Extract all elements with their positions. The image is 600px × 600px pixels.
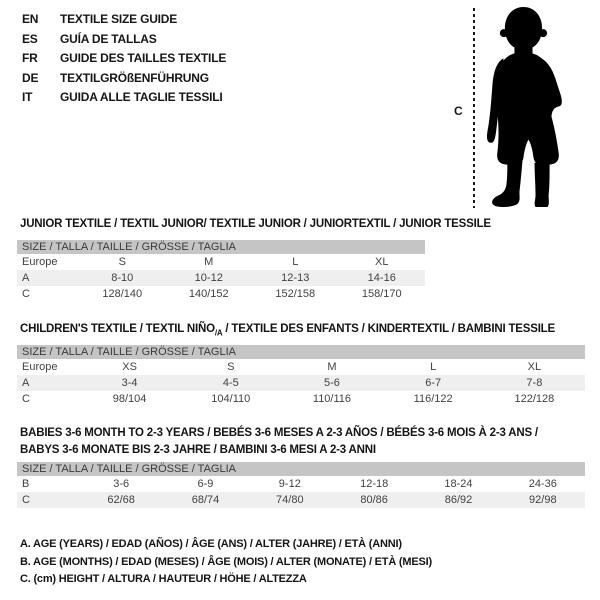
size-header-bar: SIZE / TALLA / TAILLE / GRÖSSE / TAGLIA bbox=[17, 240, 425, 254]
cell: 10-12 bbox=[165, 270, 252, 286]
cell: 140/152 bbox=[188, 288, 229, 300]
row-label: A bbox=[17, 270, 79, 286]
cell: 6-7 bbox=[382, 375, 484, 391]
children-title-post: / TEXTILE DES ENFANTS / KINDERTEXTIL / B… bbox=[222, 323, 555, 335]
lang-code: FR bbox=[22, 51, 38, 65]
cell: L bbox=[292, 256, 299, 268]
note-c: C. (cm) HEIGHT / ALTURA / HAUTEUR / HÖHE… bbox=[20, 573, 307, 585]
note-b: B. AGE (MONTHS) / EDAD (MESES) / ÂGE (MO… bbox=[20, 555, 432, 568]
babies-table-title: BABIES 3-6 MONTH TO 2-3 YEARS / BEBÉS 3-… bbox=[20, 425, 538, 459]
cell: M bbox=[327, 361, 337, 373]
lang-code: ES bbox=[22, 31, 38, 46]
cell: 7-8 bbox=[483, 375, 585, 391]
children-size-table: SIZE / TALLA / TAILLE / GRÖSSE / TAGLIA … bbox=[17, 345, 585, 407]
row-label: C bbox=[17, 492, 79, 508]
cell: 3-6 bbox=[113, 478, 130, 490]
row-label: A bbox=[17, 375, 79, 391]
height-measure-label: C bbox=[454, 104, 463, 118]
cell: 98/104 bbox=[112, 393, 147, 405]
lang-row-it: IT GUIDA ALLE TAGLIE TESSILI bbox=[22, 88, 226, 108]
cell: L bbox=[430, 361, 437, 373]
cell: 92/98 bbox=[500, 492, 585, 508]
row-label: Europe bbox=[22, 256, 58, 268]
cell: 9-12 bbox=[278, 478, 301, 490]
cell: 80/86 bbox=[331, 492, 417, 508]
cell: 8-10 bbox=[79, 270, 166, 286]
lang-row-fr: FR GUIDE DES TAILLES TEXTILE bbox=[22, 49, 226, 69]
cell: 18-24 bbox=[444, 478, 473, 490]
cell: XS bbox=[122, 361, 137, 373]
lang-code: IT bbox=[22, 90, 33, 104]
children-table-title: CHILDREN'S TEXTILE / TEXTIL NIÑO/A / TEX… bbox=[20, 321, 555, 341]
cell: 4-5 bbox=[180, 375, 282, 391]
cell: M bbox=[204, 256, 214, 268]
junior-table-title: JUNIOR TEXTILE / TEXTIL JUNIOR/ TEXTILE … bbox=[20, 218, 491, 230]
cell: 104/110 bbox=[211, 393, 251, 405]
cell: 14-16 bbox=[338, 270, 425, 286]
cell: 158/170 bbox=[361, 288, 402, 300]
cell: 86/92 bbox=[416, 492, 501, 508]
row-label: B bbox=[22, 478, 30, 490]
lang-title: GUÍA DE TALLAS bbox=[60, 31, 157, 46]
size-header-bar: SIZE / TALLA / TAILLE / GRÖSSE / TAGLIA bbox=[17, 345, 585, 359]
height-figure: C bbox=[440, 0, 600, 215]
cell: S bbox=[118, 256, 126, 268]
note-a: A. AGE (YEARS) / EDAD (AÑOS) / ÂGE (ANS)… bbox=[20, 538, 402, 550]
babies-title-line1: BABIES 3-6 MONTH TO 2-3 YEARS / BEBÉS 3-… bbox=[20, 427, 538, 439]
height-measure-line bbox=[473, 8, 475, 208]
legend-notes: A. AGE (YEARS) / EDAD (AÑOS) / ÂGE (ANS)… bbox=[20, 536, 432, 589]
cell: 6-9 bbox=[197, 478, 214, 490]
baby-silhouette bbox=[486, 7, 562, 207]
cell: 5-6 bbox=[281, 375, 383, 391]
cell: 152/158 bbox=[275, 288, 316, 300]
lang-row-en: EN TEXTILE SIZE GUIDE bbox=[22, 10, 226, 30]
lang-title: GUIDA ALLE TAGLIE TESSILI bbox=[60, 90, 223, 104]
lang-code: EN bbox=[22, 12, 39, 26]
cell: 74/80 bbox=[247, 492, 332, 508]
table-row: Europe S M L XL bbox=[17, 254, 425, 270]
cell: 62/68 bbox=[79, 492, 164, 508]
table-row: Europe XS S M L XL bbox=[17, 359, 585, 375]
cell: 122/128 bbox=[514, 393, 555, 405]
cell: 68/74 bbox=[163, 492, 248, 508]
lang-row-de: DE TEXTILGRÖßENFÜHRUNG bbox=[22, 69, 226, 89]
lang-title: GUIDE DES TAILLES TEXTILE bbox=[60, 51, 227, 65]
junior-size-table: SIZE / TALLA / TAILLE / GRÖSSE / TAGLIA … bbox=[17, 240, 425, 302]
table-row: C 62/68 68/74 74/80 80/86 86/92 92/98 bbox=[17, 492, 585, 508]
babies-title-line2: BABYS 3-6 MONATE BIS 2-3 JAHRE / BAMBINI… bbox=[20, 444, 376, 456]
table-row: A 8-10 10-12 12-13 14-16 bbox=[17, 270, 425, 286]
cell: S bbox=[227, 361, 235, 373]
table-row: C 128/140 140/152 152/158 158/170 bbox=[17, 286, 425, 302]
cell: 128/140 bbox=[102, 288, 143, 300]
cell: 3-4 bbox=[79, 375, 181, 391]
table-row: A 3-4 4-5 5-6 6-7 7-8 bbox=[17, 375, 585, 391]
table-row: B 3-6 6-9 9-12 12-18 18-24 24-36 bbox=[17, 476, 585, 492]
language-title-list: EN TEXTILE SIZE GUIDE ES GUÍA DE TALLAS … bbox=[22, 10, 226, 108]
cell: 116/122 bbox=[413, 393, 453, 405]
row-label: C bbox=[22, 393, 30, 405]
children-title-subscript: /A bbox=[214, 328, 223, 338]
cell: XL bbox=[527, 361, 542, 373]
row-label: Europe bbox=[22, 361, 58, 373]
babies-size-table: SIZE / TALLA / TAILLE / GRÖSSE / TAGLIA … bbox=[17, 462, 585, 508]
cell: XL bbox=[375, 256, 389, 268]
cell: 12-13 bbox=[252, 270, 339, 286]
row-label: C bbox=[22, 288, 30, 300]
size-header-bar: SIZE / TALLA / TAILLE / GRÖSSE / TAGLIA bbox=[17, 462, 585, 476]
cell: 24-36 bbox=[528, 478, 557, 490]
cell: 12-18 bbox=[360, 478, 389, 490]
cell: 110/116 bbox=[312, 393, 352, 405]
lang-row-es: ES GUÍA DE TALLAS bbox=[22, 30, 226, 50]
children-title-pre: CHILDREN'S TEXTILE / TEXTIL NIÑO bbox=[20, 323, 215, 335]
lang-title: TEXTILGRÖßENFÜHRUNG bbox=[60, 70, 209, 85]
lang-title: TEXTILE SIZE GUIDE bbox=[60, 12, 178, 26]
table-row: C 98/104 104/110 110/116 116/122 122/128 bbox=[17, 391, 585, 407]
lang-code: DE bbox=[22, 70, 39, 85]
